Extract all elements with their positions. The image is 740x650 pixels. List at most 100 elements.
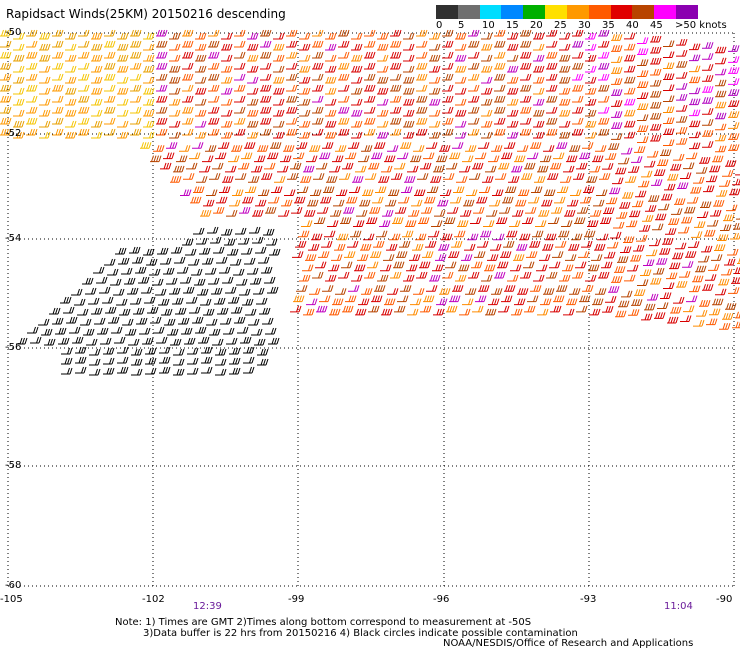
wind-barb [390, 51, 402, 59]
wind-barb [702, 119, 714, 126]
wind-barb [299, 54, 311, 62]
wind-barb [75, 356, 87, 364]
wind-barb [169, 43, 181, 51]
wind-barb [456, 176, 468, 183]
wind-barb [228, 296, 240, 304]
wind-barb [336, 189, 348, 197]
wind-barb [217, 307, 229, 315]
wind-barb [312, 29, 324, 37]
wind-barb [735, 174, 740, 176]
wind-barb [682, 261, 694, 268]
wind-barb [663, 139, 675, 147]
wind-barb [299, 98, 311, 106]
wind-barb [110, 278, 122, 286]
wind-barb [455, 120, 467, 128]
wind-barb [52, 117, 64, 125]
wind-barb [558, 230, 570, 238]
wind-barb [689, 109, 701, 117]
wind-barb [256, 297, 268, 305]
wind-barb [143, 109, 155, 117]
wind-barb [131, 358, 143, 366]
wind-barb [208, 40, 220, 48]
wind-barb [72, 336, 84, 344]
wind-barb [145, 357, 157, 365]
wind-barb [594, 243, 606, 251]
wind-barb [208, 51, 220, 59]
wind-barb [427, 186, 439, 194]
wind-barb [416, 106, 428, 114]
lon-label: -90 [716, 594, 733, 605]
wind-barb [267, 152, 279, 160]
wind-barb [533, 109, 545, 117]
wind-barb [377, 98, 389, 106]
wind-barb [195, 65, 207, 73]
wind-barb [153, 326, 165, 334]
wind-barb [607, 241, 619, 249]
wind-barb [169, 109, 181, 117]
wind-barb [364, 117, 376, 125]
wind-barb [381, 308, 393, 316]
wind-barb [377, 54, 389, 62]
wind-barb [125, 328, 137, 336]
wind-barb [250, 277, 262, 285]
wind-barb [488, 155, 500, 163]
wind-barb [65, 98, 77, 106]
wind-barb [696, 166, 708, 174]
wind-barb [657, 302, 669, 309]
wind-barb [366, 217, 378, 224]
wind-barb [338, 271, 350, 279]
wind-barb [269, 248, 281, 256]
wind-barb [312, 117, 324, 125]
wind-barb [565, 254, 577, 261]
wind-barb [608, 286, 620, 293]
wind-barb [484, 264, 496, 272]
wind-barb [629, 210, 641, 218]
wind-barb [576, 162, 588, 170]
wind-barb [143, 131, 155, 139]
wind-barb [404, 176, 416, 183]
wind-barb [58, 337, 70, 345]
wind-barb [415, 233, 427, 241]
wind-barb [238, 162, 250, 170]
wind-barb [585, 87, 597, 95]
wind-barb [676, 280, 688, 288]
wind-barb [0, 95, 12, 103]
wind-barb [468, 106, 480, 114]
wind-barb [364, 40, 376, 48]
wind-barb [52, 62, 64, 70]
wind-barb [624, 120, 636, 128]
wind-barb [182, 238, 194, 246]
wind-barb [686, 295, 698, 303]
wind-barb [468, 95, 480, 103]
wind-barb [185, 248, 197, 256]
wind-barb [701, 245, 713, 253]
wind-barb [182, 62, 194, 70]
wind-barb [512, 209, 524, 217]
wind-barb [215, 348, 227, 356]
wind-barb [500, 251, 512, 258]
wind-barb [169, 54, 181, 62]
wind-barb [524, 305, 536, 313]
wind-barb [169, 287, 181, 295]
wind-barb [91, 98, 103, 106]
wind-barb [337, 233, 349, 241]
wind-barb [195, 98, 207, 106]
wind-barb [611, 122, 623, 129]
wind-barb [563, 308, 575, 316]
wind-barb [323, 186, 335, 194]
wind-barb [143, 32, 155, 40]
wind-barb [434, 209, 446, 217]
wind-barb [192, 316, 204, 324]
wind-barb [572, 62, 584, 70]
wind-barb [476, 196, 488, 204]
wind-barb [242, 196, 254, 204]
wind-barb [257, 145, 269, 152]
wind-barb [419, 261, 431, 269]
wind-barb [604, 251, 616, 259]
wind-barb [213, 246, 225, 254]
colorbar-swatch [676, 5, 698, 19]
wind-barb [498, 305, 510, 313]
colorbar-label: 15 [506, 20, 519, 31]
wind-barb [39, 87, 51, 95]
wind-barb [663, 106, 675, 114]
